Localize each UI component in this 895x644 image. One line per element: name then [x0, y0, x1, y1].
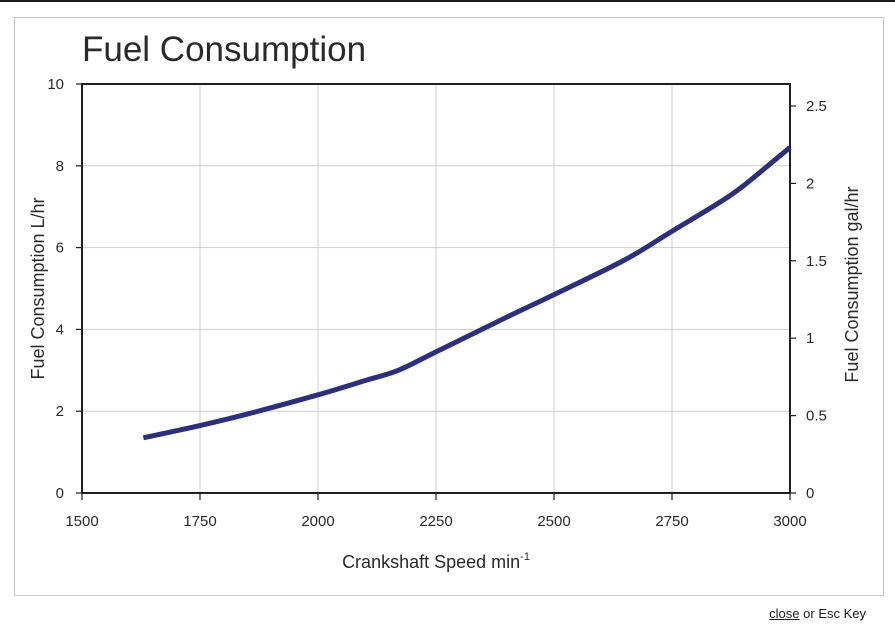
series-layer — [142, 145, 792, 441]
grid-layer — [82, 84, 791, 493]
y-tick-label: 8 — [56, 158, 64, 175]
x-tick-label: 1750 — [183, 513, 216, 530]
y-tick-label: 0 — [56, 485, 64, 502]
x-axis-label-superscript: -1 — [520, 551, 530, 563]
y2-tick-label: 0.5 — [806, 408, 827, 425]
esc-key-hint: or Esc Key — [799, 606, 866, 621]
x-tick-label: 2000 — [301, 513, 334, 530]
x-tick-label: 3000 — [773, 513, 806, 530]
y-tick-label: 2 — [56, 403, 64, 420]
x-tick-label: 2750 — [655, 513, 688, 530]
y2-tick-label: 1 — [806, 330, 814, 347]
footer: close or Esc Key — [769, 606, 866, 621]
close-link[interactable]: close — [769, 606, 800, 621]
y-axis-label: Fuel Consumption L/hr — [28, 197, 48, 379]
y-tick-label: 10 — [47, 76, 64, 93]
top-border — [0, 0, 895, 2]
y-tick-label: 4 — [56, 321, 64, 338]
series-line — [142, 145, 792, 441]
y2-tick-label: 1.5 — [806, 253, 827, 270]
y2-tick-label: 2 — [806, 175, 814, 192]
y2-tick-label: 0 — [806, 485, 814, 502]
y2-tick-label: 2.5 — [806, 98, 827, 115]
x-tick-label: 2250 — [419, 513, 452, 530]
x-axis-label-main: Crankshaft Speed min — [342, 552, 520, 572]
chart-title: Fuel Consumption — [82, 30, 367, 69]
chart-frame — [14, 17, 884, 596]
x-axis-label: Crankshaft Speed min-1 — [342, 551, 530, 572]
y2-axis-label: Fuel Consumption gal/hr — [842, 186, 862, 382]
x-tick-label: 1500 — [65, 513, 98, 530]
tick-layer: 1500 1750 2000 2250 2500 2750 3000024681000.51… — [47, 76, 827, 530]
y-tick-label: 6 — [56, 240, 64, 257]
x-tick-label: 2500 — [537, 513, 570, 530]
